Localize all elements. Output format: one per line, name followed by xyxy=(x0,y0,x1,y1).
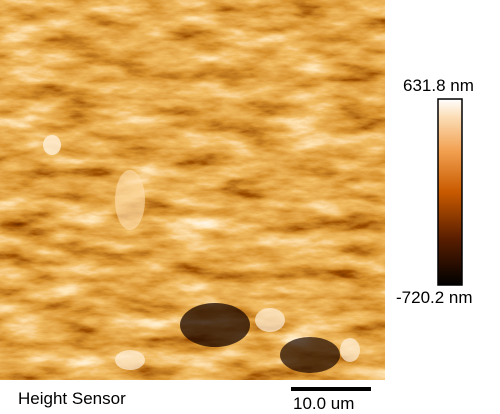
scale-bar-label: 10.0 um xyxy=(293,394,354,413)
colorbar-max-label: 631.8 nm xyxy=(403,76,474,95)
colorbar-min-label: -720.2 nm xyxy=(396,288,473,307)
colorbar xyxy=(437,98,463,286)
channel-label: Height Sensor xyxy=(18,389,126,408)
afm-image xyxy=(0,0,385,380)
